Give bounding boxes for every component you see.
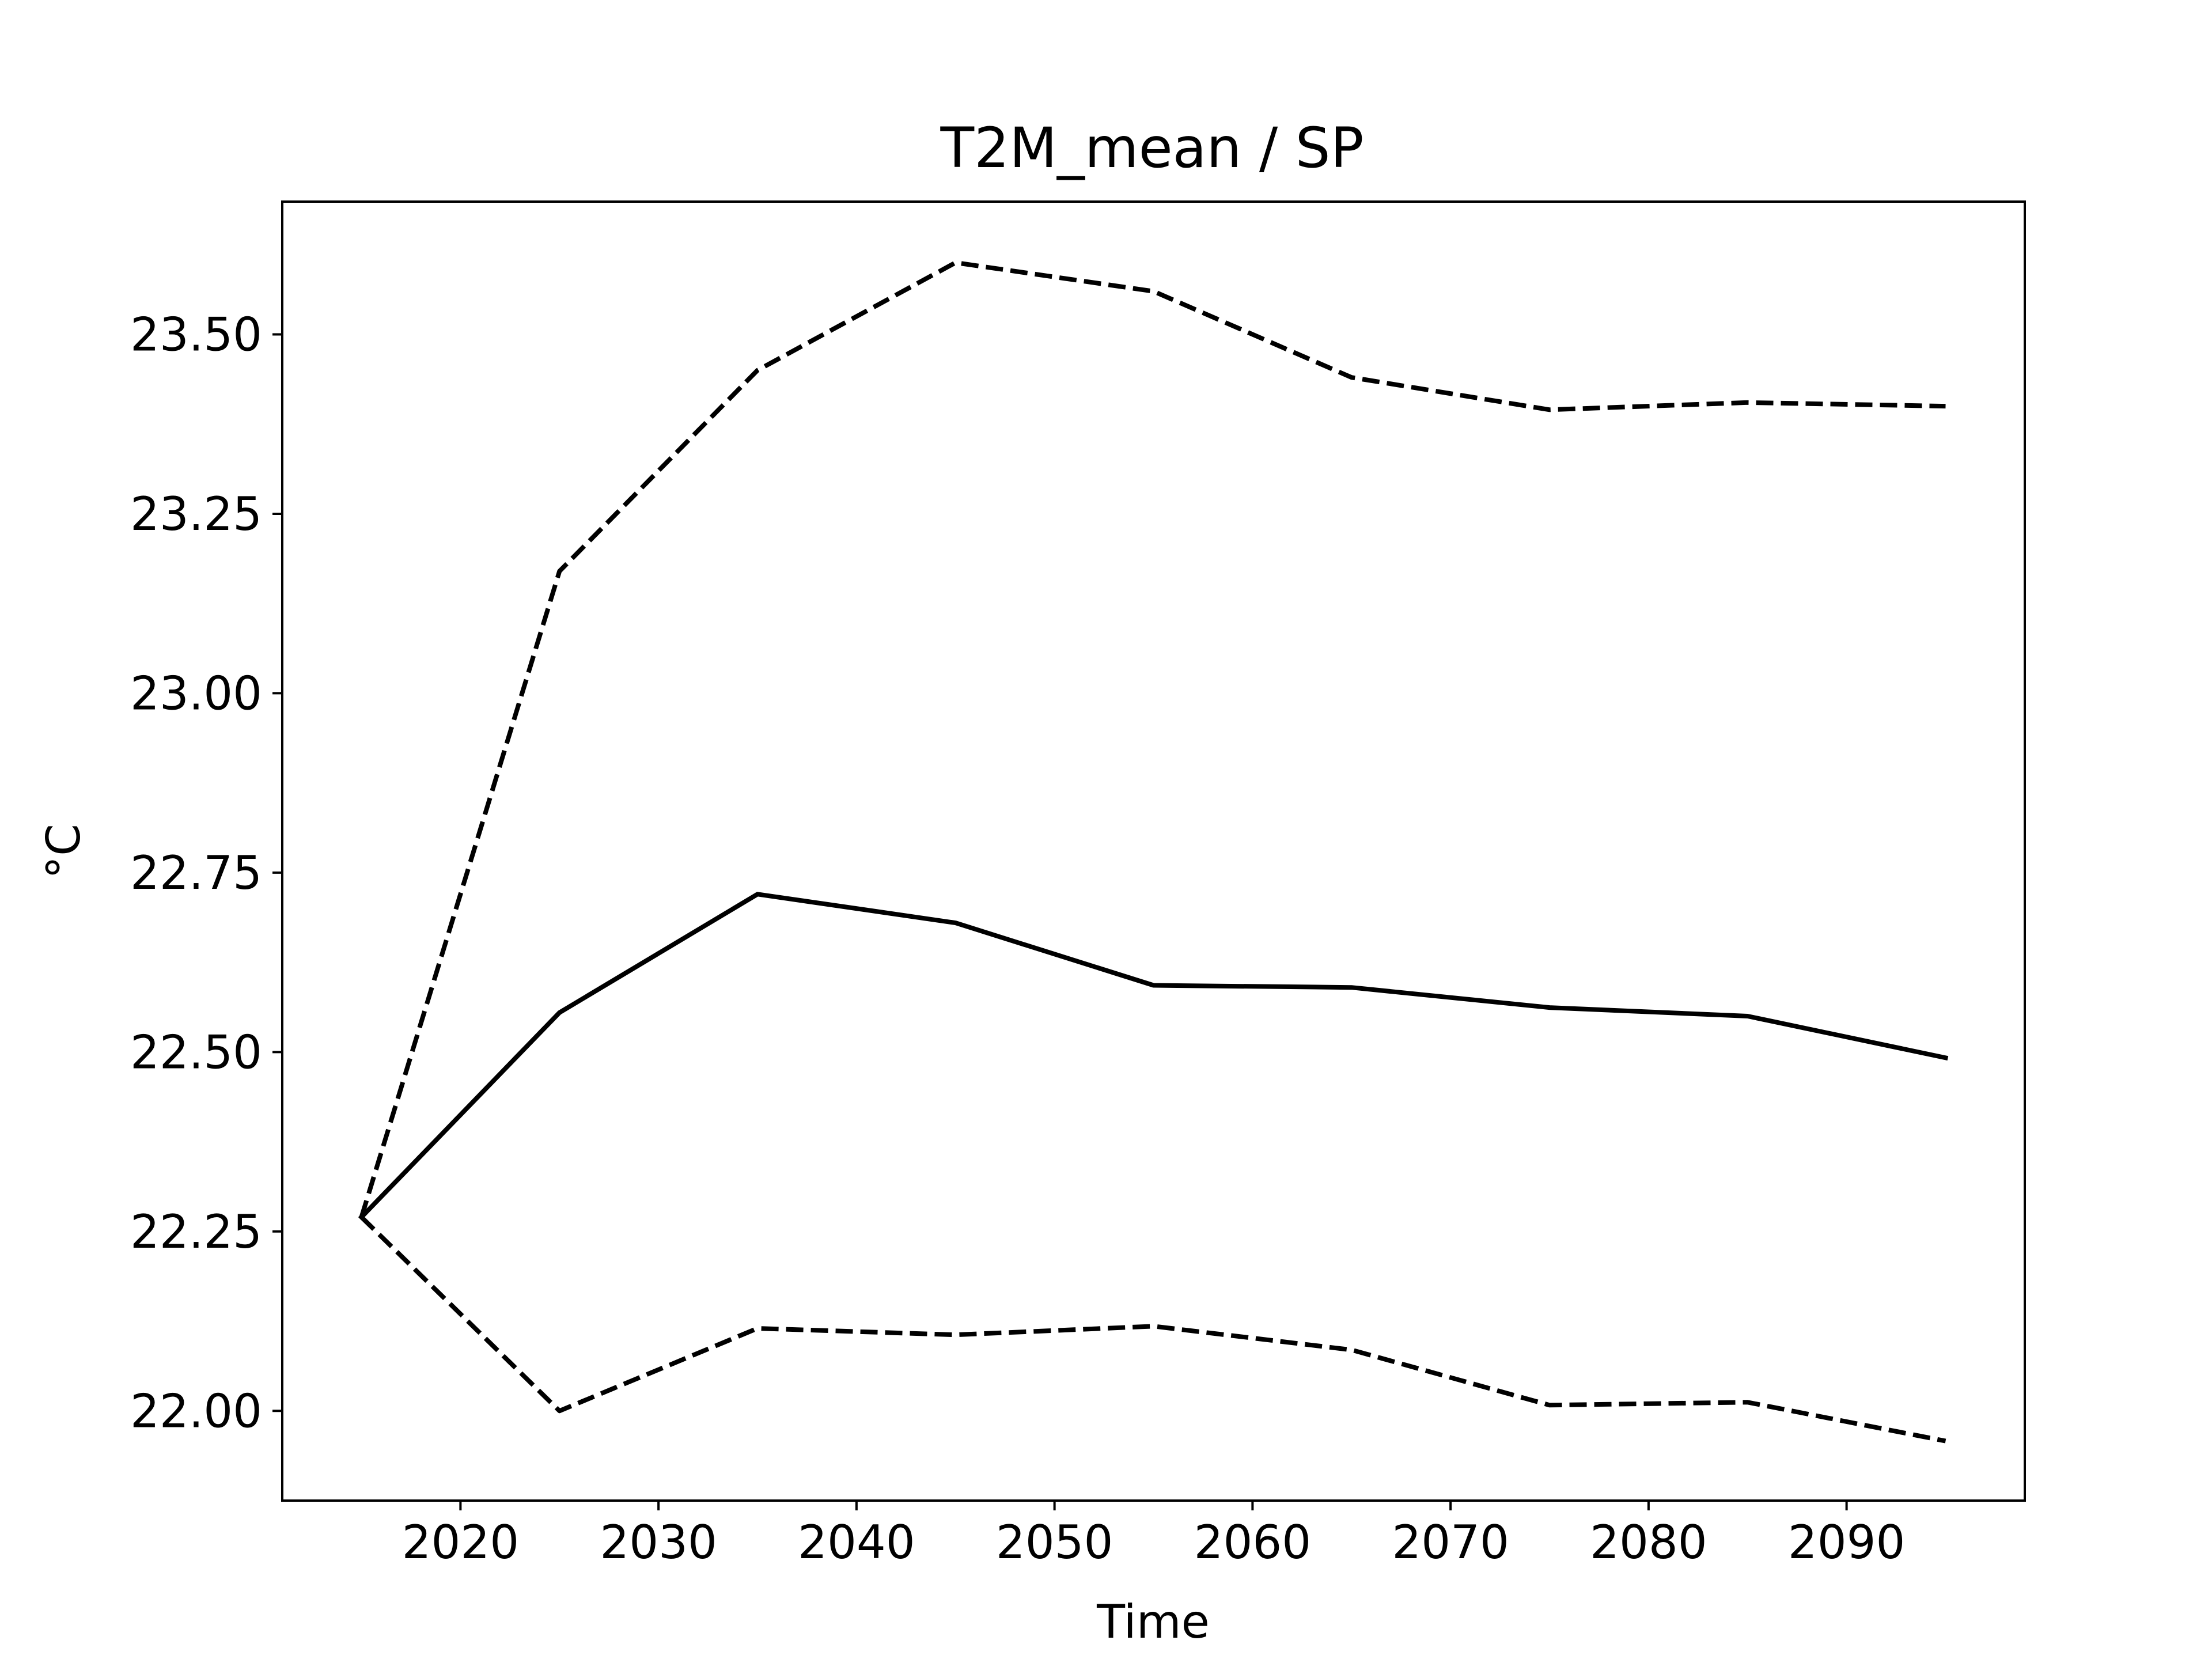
y-tick-label: 22.00 <box>130 1384 262 1438</box>
x-tick-label: 2050 <box>996 1516 1113 1569</box>
y-tick-label: 22.50 <box>130 1025 262 1079</box>
series-line-0 <box>358 892 1949 1221</box>
x-tick-label: 2060 <box>1194 1516 1312 1569</box>
x-tick-label: 2090 <box>1788 1516 1906 1569</box>
series-layer <box>358 260 1949 1444</box>
y-tick-label: 23.50 <box>130 308 262 361</box>
x-tick-label: 2040 <box>798 1516 915 1569</box>
y-tick-label: 22.25 <box>130 1205 262 1259</box>
series-line-1 <box>359 260 1946 1218</box>
y-axis-label: °C <box>37 824 90 879</box>
x-axis-label: Time <box>1096 1595 1210 1649</box>
chart-title: T2M_mean / SP <box>940 116 1364 180</box>
y-tick-label: 23.00 <box>130 666 262 720</box>
y-axis-ticks: 22.00 22.25 22.50 22.75 23.00 23.25 23.50 <box>130 308 282 1438</box>
x-tick-label: 2030 <box>600 1516 717 1569</box>
y-tick-label: 22.75 <box>130 846 262 900</box>
y-tick-label: 23.25 <box>130 487 262 541</box>
axes-frame <box>281 200 2026 1502</box>
x-tick-label: 2070 <box>1392 1516 1509 1569</box>
x-axis-ticks: 2020 2030 2040 2050 2060 2070 2080 2090 <box>402 1501 1906 1569</box>
x-tick-label: 2080 <box>1590 1516 1707 1569</box>
x-tick-label: 2020 <box>402 1516 520 1569</box>
series-line-2 <box>359 1215 1946 1444</box>
